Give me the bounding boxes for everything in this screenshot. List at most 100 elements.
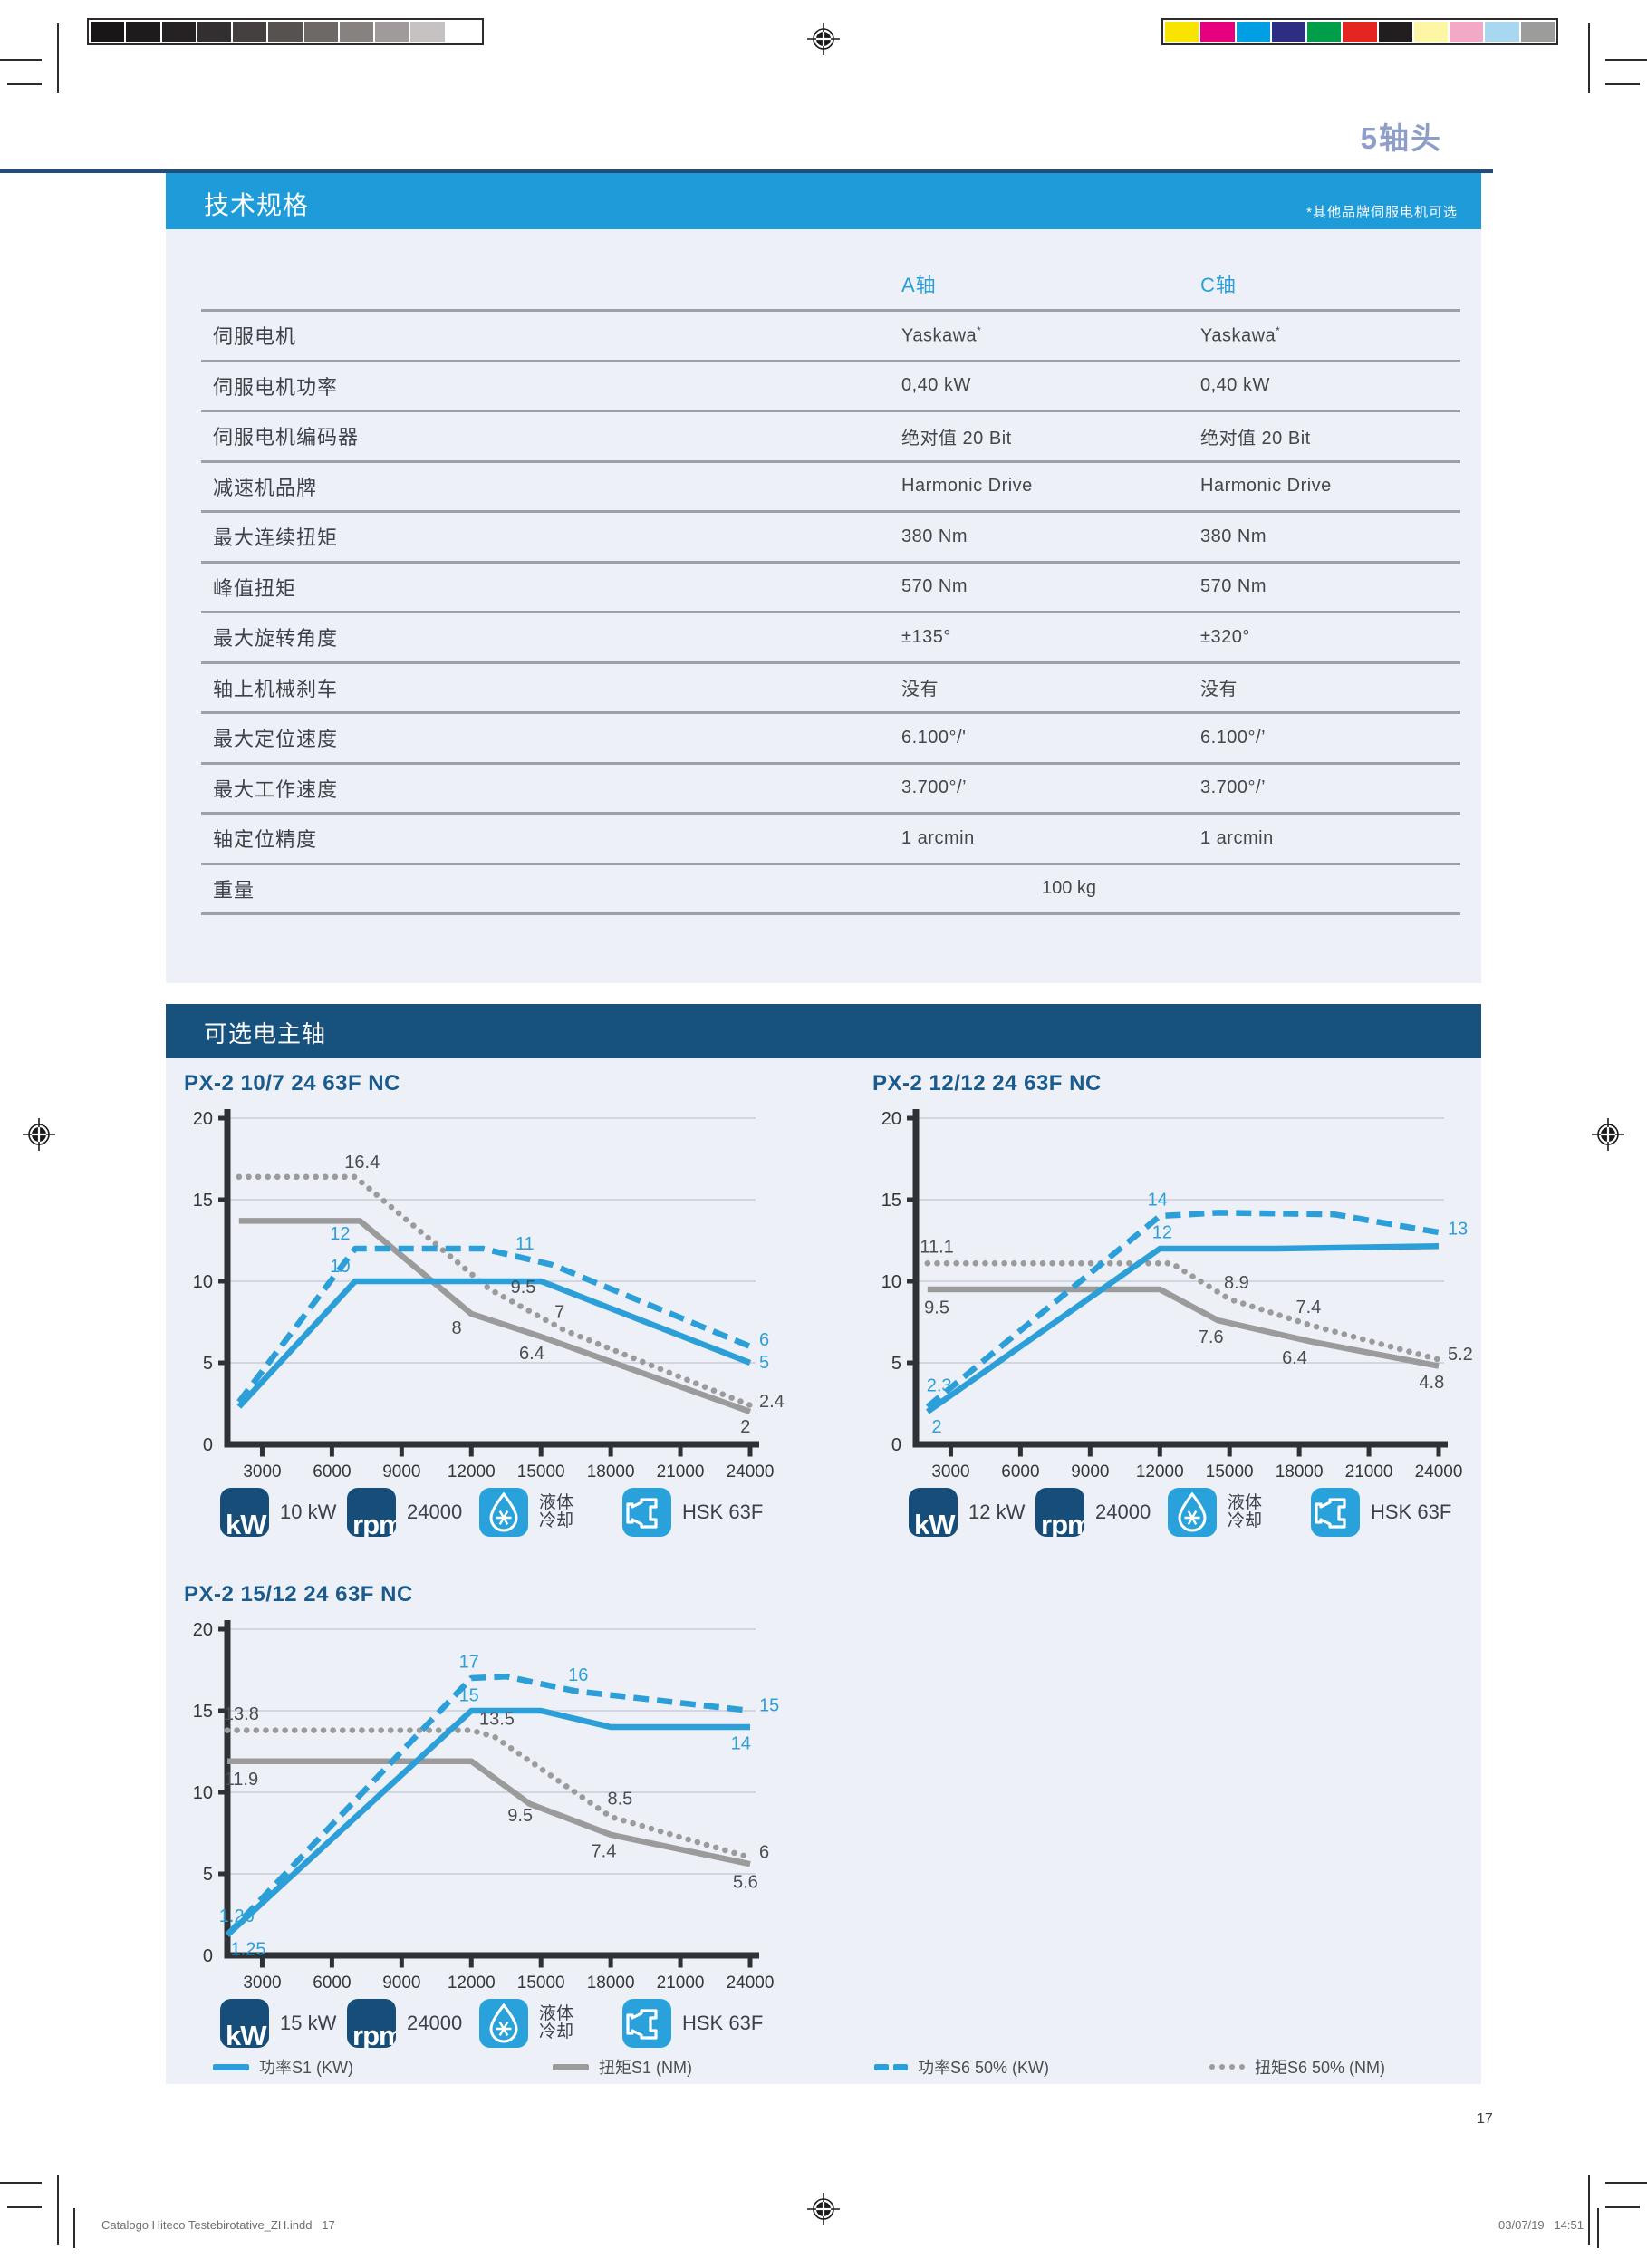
svg-text:8.9: 8.9 [1224, 1273, 1249, 1293]
svg-text:7.4: 7.4 [1295, 1298, 1321, 1317]
spec-value-a: 1 arcmin [901, 827, 975, 848]
header-rule [0, 169, 1493, 173]
svg-text:6.4: 6.4 [519, 1344, 544, 1364]
table-row: 轴定位精度 1 arcmin 1 arcmin [201, 812, 1460, 863]
spec-value-a: Yaskawa* [901, 323, 982, 346]
svg-text:14: 14 [731, 1734, 751, 1754]
svg-text:12000: 12000 [448, 1974, 496, 1993]
svg-text:2.4: 2.4 [759, 1392, 785, 1412]
crop-mark [1597, 2208, 1599, 2248]
legend-item: 扭矩S1 (NM) [553, 2055, 692, 2079]
table-row: 最大工作速度 3.700°/’ 3.700°/’ [201, 761, 1460, 813]
legend-swatch-dotted [1209, 2064, 1245, 2070]
hsk-taper-icon [1311, 1488, 1360, 1537]
svg-text:10: 10 [193, 1272, 213, 1292]
calibration-cell [303, 22, 338, 42]
spec-row-label: 峰值扭矩 [213, 576, 297, 600]
table-row: 最大旋转角度 ±135° ±320° [201, 611, 1460, 661]
page-title: 5轴头 [1360, 121, 1442, 155]
spec-value-c: 570 Nm [1200, 576, 1267, 597]
chart-px2-15-12: PX-2 15/12 24 63F NC 0 5 10 15 20 3000 6000 900… [184, 1582, 818, 2051]
badge-coolant: 液体 冷却 [1168, 1488, 1262, 1537]
spec-value-a: Harmonic Drive [901, 476, 1033, 497]
svg-text:24000: 24000 [727, 1974, 775, 1993]
svg-text:20: 20 [193, 1620, 213, 1640]
spec-table: A轴 C轴 伺服电机 Yaskawa* Yaskawa* 伺服电机功率 0,40 kW 0… [166, 229, 1481, 983]
chart-title: PX-2 15/12 24 63F NC [184, 1582, 413, 1607]
table-row: 伺服电机 Yaskawa* Yaskawa* [201, 309, 1460, 360]
spec-row-label: 重量 [213, 878, 255, 902]
spec-row-label: 减速机品牌 [213, 476, 318, 499]
badge-hsk: HSK 63F [622, 1999, 763, 2048]
svg-text:5.2: 5.2 [1448, 1345, 1473, 1365]
column-header-a-axis: A轴 [901, 274, 937, 296]
chart-px2-12-12: PX-2 12/12 24 63F NC 0 5 10 15 20 3000 6000 900… [872, 1071, 1507, 1540]
badge-label: HSK 63F [682, 1501, 764, 1524]
svg-text:5: 5 [203, 1865, 213, 1885]
legend-swatch-solid [553, 2063, 589, 2070]
chart-legend: 功率S1 (KW) 扭矩S1 (NM) 功率S6 50% (KW) 扭矩S6 50% … [166, 2055, 1481, 2082]
svg-text:7.4: 7.4 [592, 1841, 617, 1861]
calibration-cell [1450, 22, 1484, 42]
badge-label: 液体 冷却 [1228, 1493, 1263, 1530]
calibration-cell [410, 22, 445, 42]
badge-label: 24000 [1095, 1501, 1151, 1524]
registration-mark-icon [23, 1118, 55, 1151]
spec-banner-note: *其他品牌伺服电机可选 [1306, 205, 1458, 220]
footer-filename: Catalogo Hiteco Testebirotative_ZH.indd … [101, 2218, 335, 2232]
rpm-glyph: rpm [352, 2020, 396, 2048]
calibration-cell [1485, 22, 1519, 42]
badge-label: HSK 63F [682, 2012, 764, 2035]
chart-title: PX-2 12/12 24 63F NC [872, 1071, 1102, 1095]
chart-badges: kW 12 kW rpm 24000 液体 冷却 HSK 63F [872, 1488, 1507, 1540]
hsk-taper-icon [622, 1488, 671, 1537]
spindle-banner-title: 可选电主轴 [204, 1020, 327, 1047]
registration-mark-icon [807, 23, 840, 55]
svg-text:6000: 6000 [313, 1974, 351, 1993]
svg-text:24000: 24000 [1415, 1462, 1463, 1481]
svg-text:17: 17 [459, 1652, 479, 1672]
calibration-cell [126, 22, 160, 42]
svg-text:3000: 3000 [243, 1462, 281, 1481]
svg-text:18000: 18000 [587, 1462, 635, 1481]
svg-text:3000: 3000 [243, 1974, 281, 1993]
spec-value-a: 没有 [901, 680, 939, 700]
svg-text:16.4: 16.4 [344, 1153, 380, 1173]
svg-text:0: 0 [203, 1946, 213, 1966]
calibration-cell [161, 22, 196, 42]
rpm-icon: rpm [1035, 1488, 1084, 1537]
spec-value-c: 6.100°/’ [1200, 727, 1267, 748]
liquid-cooling-icon [1168, 1488, 1217, 1537]
legend-label: 功率S6 50% (KW) [918, 2059, 1050, 2077]
svg-text:6.4: 6.4 [1282, 1348, 1307, 1368]
svg-text:9.5: 9.5 [924, 1298, 949, 1317]
svg-text:20: 20 [193, 1109, 213, 1129]
spec-row-label: 最大定位速度 [213, 728, 339, 751]
chart-badges: kW 10 kW rpm 24000 液体 冷却 HSK 63F [184, 1488, 818, 1540]
svg-text:20: 20 [881, 1109, 901, 1129]
calibration-cell [1413, 22, 1449, 42]
color-calibration-strip [1161, 18, 1558, 45]
legend-item: 功率S1 (KW) [213, 2055, 353, 2079]
table-row: 最大定位速度 6.100°/' 6.100°/’ [201, 711, 1460, 762]
calibration-cell [1343, 22, 1377, 42]
legend-label: 扭矩S1 (NM) [599, 2059, 692, 2077]
badge-kw: kW 15 kW [220, 1999, 336, 2048]
page-number: 17 [1477, 2111, 1493, 2127]
spec-banner-title: 技术规格 [204, 191, 310, 219]
grayscale-calibration-strip [87, 18, 484, 45]
hsk-taper-icon [622, 1999, 671, 2048]
badge-label: 10 kW [280, 1501, 337, 1524]
badge-coolant: 液体 冷却 [479, 1488, 573, 1537]
svg-text:0: 0 [891, 1435, 901, 1455]
kw-icon: kW [220, 1999, 269, 2048]
crop-mark [0, 59, 42, 61]
crop-mark [57, 23, 59, 93]
chart-plot: 0 5 10 15 20 3000 6000 9000 12000 15000 18000 21000… [872, 1102, 1507, 1482]
crop-mark [57, 2175, 59, 2245]
calibration-cell [268, 22, 303, 42]
rpm-glyph: rpm [352, 1509, 396, 1537]
badge-label: 15 kW [280, 2012, 337, 2035]
svg-text:11.1: 11.1 [920, 1238, 953, 1258]
spec-value-a: 3.700°/’ [901, 777, 968, 798]
